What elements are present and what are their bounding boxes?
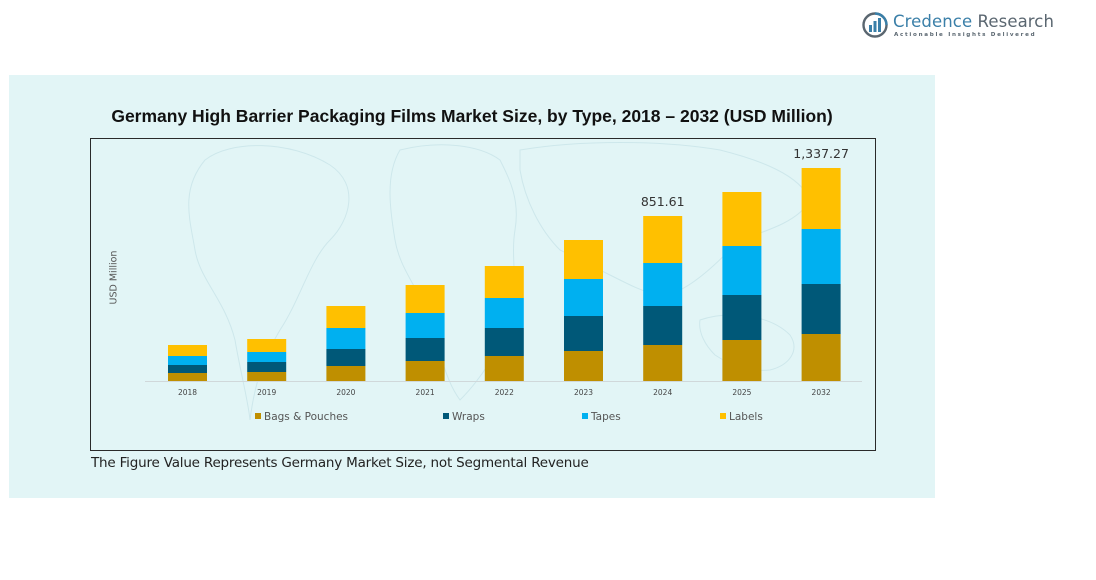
bar-segment-labels-2023 bbox=[564, 240, 603, 279]
logo-tagline: Actionable Insights Delivered bbox=[894, 32, 1037, 38]
logo-name-part1: Credence bbox=[893, 12, 973, 31]
bar-segment-labels-2018 bbox=[168, 345, 207, 356]
bar-segment-wraps-2022 bbox=[484, 328, 524, 356]
legend-label: Bags & Pouches bbox=[264, 411, 349, 423]
legend-swatch bbox=[255, 413, 261, 419]
bar-segment-wraps-2025 bbox=[722, 295, 762, 340]
x-tick-label-2021: 2021 bbox=[416, 388, 435, 397]
x-tick-label-2022: 2022 bbox=[495, 388, 514, 397]
bar-segment-wraps-2024 bbox=[643, 306, 683, 345]
chart-title: Germany High Barrier Packaging Films Mar… bbox=[111, 106, 833, 126]
data-label-2032: 1,337.27 bbox=[793, 146, 849, 161]
x-tick-label-2032: 2032 bbox=[812, 388, 831, 397]
logo-bar-chart-icon bbox=[862, 12, 888, 38]
bar-segment-wraps-2018 bbox=[168, 365, 207, 373]
bar-segment-labels-2019 bbox=[247, 339, 287, 352]
x-tick-label-2024: 2024 bbox=[653, 388, 672, 397]
legend-swatch bbox=[582, 413, 588, 419]
plot-frame bbox=[90, 138, 876, 451]
bar-segment-labels-2020 bbox=[326, 306, 366, 328]
logo-name: Credence Research bbox=[893, 12, 1054, 31]
bar-segment-tapes-2018 bbox=[168, 356, 207, 365]
bar-segment-tapes-2021 bbox=[405, 313, 445, 338]
legend-label: Labels bbox=[729, 411, 763, 423]
bar-segment-labels-2024 bbox=[643, 216, 683, 263]
bar-segment-tapes-2023 bbox=[564, 279, 603, 316]
bar-segment-bags-pouches-2019 bbox=[247, 372, 287, 381]
bar-segment-labels-2022 bbox=[484, 266, 524, 298]
legend-item-wraps: Wraps bbox=[443, 411, 485, 423]
logo-name-part2: Research bbox=[972, 12, 1055, 31]
bar-segment-bags-pouches-2032 bbox=[801, 334, 841, 381]
bar-segment-labels-2025 bbox=[722, 192, 762, 246]
bar-segment-bags-pouches-2024 bbox=[643, 345, 683, 381]
bar-segment-tapes-2032 bbox=[801, 229, 841, 284]
bar-segment-wraps-2023 bbox=[564, 316, 603, 351]
legend-label: Tapes bbox=[591, 411, 621, 423]
legend-swatch bbox=[443, 413, 449, 419]
x-tick-label-2018: 2018 bbox=[178, 388, 197, 397]
data-label-2024: 851.61 bbox=[641, 194, 685, 209]
bar-segment-bags-pouches-2021 bbox=[405, 361, 445, 381]
credence-research-logo: Credence Research Actionable Insights De… bbox=[862, 12, 1054, 42]
legend-item-tapes: Tapes bbox=[582, 411, 621, 423]
bar-segment-tapes-2022 bbox=[484, 298, 524, 328]
bar-segment-tapes-2019 bbox=[247, 352, 287, 362]
x-tick-label-2019: 2019 bbox=[257, 388, 276, 397]
footnote: The Figure Value Represents Germany Mark… bbox=[91, 455, 589, 471]
x-tick-label-2020: 2020 bbox=[336, 388, 355, 397]
x-tick-label-2025: 2025 bbox=[732, 388, 751, 397]
bar-segment-bags-pouches-2025 bbox=[722, 340, 762, 381]
legend-item-bags-pouches: Bags & Pouches bbox=[255, 411, 348, 423]
bar-segment-labels-2021 bbox=[405, 285, 445, 313]
bar-segment-wraps-2032 bbox=[801, 284, 841, 334]
legend-label: Wraps bbox=[452, 411, 485, 423]
bar-segment-wraps-2020 bbox=[326, 349, 366, 366]
bar-segment-bags-pouches-2023 bbox=[564, 351, 603, 381]
bar-segment-tapes-2024 bbox=[643, 263, 683, 306]
bar-segment-bags-pouches-2022 bbox=[484, 356, 524, 381]
legend-item-labels: Labels bbox=[720, 411, 763, 423]
chart-panel bbox=[9, 75, 935, 498]
bar-segment-bags-pouches-2020 bbox=[326, 366, 366, 381]
bar-segment-labels-2032 bbox=[801, 168, 841, 229]
bar-segment-tapes-2025 bbox=[722, 246, 762, 295]
x-tick-label-2023: 2023 bbox=[574, 388, 593, 397]
bar-segment-bags-pouches-2018 bbox=[168, 373, 207, 381]
legend-swatch bbox=[720, 413, 726, 419]
bar-segment-wraps-2019 bbox=[247, 362, 287, 372]
bar-segment-tapes-2020 bbox=[326, 328, 366, 349]
bar-segment-wraps-2021 bbox=[405, 338, 445, 361]
